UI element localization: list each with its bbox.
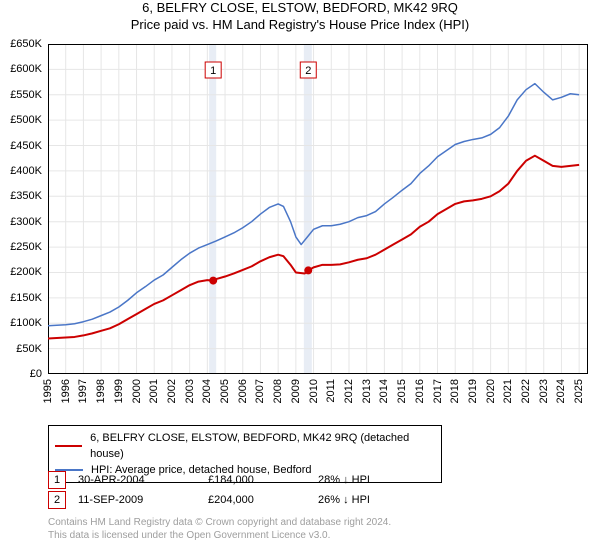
y-tick-label: £300K [0, 216, 42, 228]
x-tick-label: 2006 [237, 379, 249, 403]
chart-container: 6, BELFRY CLOSE, ELSTOW, BEDFORD, MK42 9… [0, 0, 600, 560]
x-tick-label: 2017 [432, 379, 444, 403]
x-tick-label: 2015 [396, 379, 408, 403]
legend-swatch [55, 445, 82, 447]
x-tick-label: 2003 [184, 379, 196, 403]
x-tick-label: 2021 [502, 379, 514, 403]
x-tick-label: 2013 [361, 379, 373, 403]
x-tick-label: 2018 [449, 379, 461, 403]
x-tick-label: 1997 [77, 379, 89, 403]
x-tick-label: 2005 [219, 379, 231, 403]
y-tick-label: £150K [0, 292, 42, 304]
footer: Contains HM Land Registry data © Crown c… [48, 516, 391, 542]
sale-pct: 28% ↓ HPI [318, 474, 438, 486]
plot-svg: 12 [48, 44, 588, 374]
chart-area: 12 £0£50K£100K£150K£200K£250K£300K£350K£… [48, 44, 588, 374]
x-tick-label: 2010 [308, 379, 320, 403]
x-tick-label: 2000 [131, 379, 143, 403]
svg-text:2: 2 [305, 65, 311, 77]
y-tick-label: £400K [0, 165, 42, 177]
x-tick-label: 1996 [60, 379, 72, 403]
sale-marker-icon: 1 [48, 471, 66, 489]
sale-row: 1 30-APR-2004 £184,000 28% ↓ HPI [48, 470, 438, 490]
svg-text:1: 1 [210, 65, 216, 77]
y-tick-label: £50K [0, 343, 42, 355]
chart-subtitle: Price paid vs. HM Land Registry's House … [0, 17, 600, 32]
sale-row: 2 11-SEP-2009 £204,000 26% ↓ HPI [48, 490, 438, 510]
x-tick-label: 2011 [325, 379, 337, 403]
x-tick-label: 1998 [95, 379, 107, 403]
y-tick-label: £600K [0, 63, 42, 75]
chart-title: 6, BELFRY CLOSE, ELSTOW, BEDFORD, MK42 9… [0, 0, 600, 15]
x-tick-label: 2014 [378, 379, 390, 403]
y-tick-label: £500K [0, 114, 42, 126]
y-tick-label: £550K [0, 89, 42, 101]
sale-price: £204,000 [208, 494, 318, 506]
sale-marker-icon: 2 [48, 491, 66, 509]
x-tick-label: 2020 [485, 379, 497, 403]
x-tick-label: 2024 [555, 379, 567, 403]
y-tick-label: £650K [0, 38, 42, 50]
sales-table: 1 30-APR-2004 £184,000 28% ↓ HPI 2 11-SE… [48, 470, 438, 510]
sale-price: £184,000 [208, 474, 318, 486]
x-tick-label: 2012 [343, 379, 355, 403]
y-tick-label: £0 [0, 368, 42, 380]
x-tick-label: 2004 [201, 379, 213, 403]
x-tick-label: 2002 [166, 379, 178, 403]
x-tick-label: 1995 [42, 379, 54, 403]
x-tick-label: 2016 [414, 379, 426, 403]
footer-line: This data is licensed under the Open Gov… [48, 529, 391, 542]
x-tick-label: 2008 [272, 379, 284, 403]
sale-date: 11-SEP-2009 [78, 494, 208, 506]
y-tick-label: £100K [0, 317, 42, 329]
y-tick-label: £250K [0, 241, 42, 253]
sale-pct: 26% ↓ HPI [318, 494, 438, 506]
y-tick-label: £200K [0, 266, 42, 278]
x-tick-label: 2007 [254, 379, 266, 403]
y-tick-label: £350K [0, 190, 42, 202]
sale-date: 30-APR-2004 [78, 474, 208, 486]
x-tick-label: 2025 [573, 379, 585, 403]
legend-item: 6, BELFRY CLOSE, ELSTOW, BEDFORD, MK42 9… [55, 430, 435, 462]
footer-line: Contains HM Land Registry data © Crown c… [48, 516, 391, 529]
y-tick-label: £450K [0, 140, 42, 152]
x-tick-label: 1999 [113, 379, 125, 403]
x-tick-label: 2022 [520, 379, 532, 403]
x-tick-label: 2019 [467, 379, 479, 403]
x-tick-label: 2001 [148, 379, 160, 403]
legend-label: 6, BELFRY CLOSE, ELSTOW, BEDFORD, MK42 9… [90, 430, 435, 462]
x-tick-label: 2009 [290, 379, 302, 403]
x-tick-label: 2023 [538, 379, 550, 403]
